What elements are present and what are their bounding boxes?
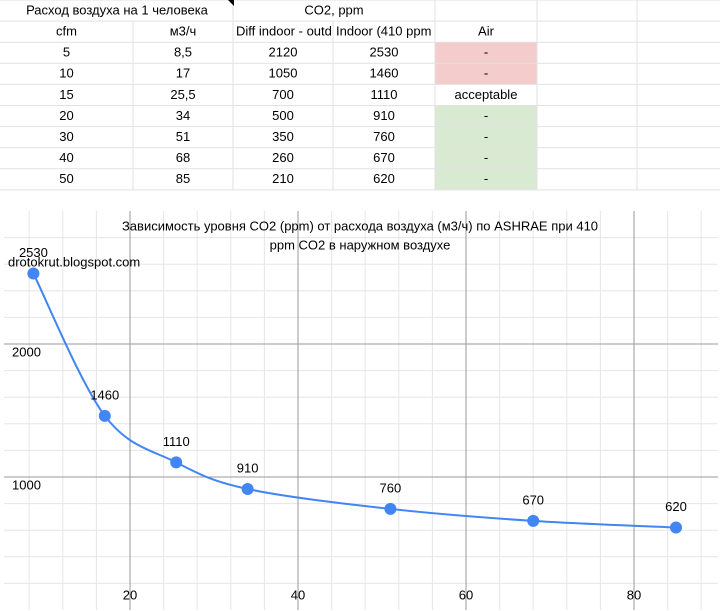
point [384, 502, 397, 515]
data-label: 1460 [90, 387, 119, 402]
y-tick-label: 2000 [12, 344, 41, 359]
column-header: cfm [56, 24, 77, 39]
cell: 85 [176, 171, 190, 186]
cell-fill [435, 147, 537, 169]
cell: 15 [59, 87, 73, 102]
cell: 40 [59, 150, 73, 165]
cell: 2120 [269, 45, 298, 60]
point [170, 456, 183, 469]
data-label: 2530 [19, 245, 48, 260]
cell: 17 [176, 66, 190, 81]
cell: 51 [176, 129, 190, 144]
cell-fill [435, 63, 537, 85]
cell: 20 [59, 108, 73, 123]
cell: 1460 [370, 66, 399, 81]
column-header: Indoor (410 ppm [336, 24, 431, 39]
cell-fill [435, 168, 537, 190]
column-header: м3/ч [170, 24, 197, 39]
data-label: 620 [665, 499, 687, 514]
point [527, 514, 540, 527]
cell: - [484, 150, 488, 165]
cell: 34 [176, 108, 190, 123]
cell: 5 [63, 45, 70, 60]
cell: 670 [373, 150, 395, 165]
note-marker [228, 0, 234, 6]
data-label: 910 [237, 460, 259, 475]
data-label: 670 [522, 492, 544, 507]
column-header: Diff indoor - outd [236, 24, 332, 39]
x-tick-label: 60 [459, 587, 473, 602]
cell: 910 [373, 108, 395, 123]
cell: 8,5 [174, 45, 192, 60]
cell: 260 [272, 150, 294, 165]
cell: 25,5 [170, 87, 195, 102]
cell: - [484, 129, 488, 144]
point [98, 409, 111, 422]
point [670, 521, 682, 534]
data-label: 760 [380, 480, 402, 495]
cell-fill [435, 42, 537, 64]
cell: - [484, 66, 488, 81]
cell-fill [435, 84, 537, 106]
chart-title: Зависимость уровня CO2 (ppm) от расхода … [122, 218, 598, 233]
y-tick-label: 1000 [12, 477, 41, 492]
cell-fill [435, 126, 537, 148]
cell: 1110 [371, 87, 398, 102]
header-cell: Расход воздуха на 1 человека [26, 2, 209, 17]
cell: 30 [59, 129, 73, 144]
data-label: 1110 [163, 434, 190, 449]
cell: 760 [373, 129, 395, 144]
point [27, 267, 40, 280]
cell: 10 [59, 66, 73, 81]
cell: 2530 [370, 45, 399, 60]
cell: - [484, 108, 488, 123]
cell: 50 [59, 171, 73, 186]
table: Расход воздуха на 1 человека CO2, ppm cfm м… [0, 0, 720, 191]
chart: 20 40 60 80 1000 2000 Зависимость уровня CO2 (… [0, 208, 720, 611]
column-header: Air [478, 24, 495, 39]
x-tick-label: 80 [627, 587, 641, 602]
point [241, 482, 254, 495]
cell: - [484, 171, 488, 186]
cell: 500 [272, 108, 294, 123]
cell: 68 [176, 150, 190, 165]
cell-fill [435, 105, 537, 127]
cell: 1050 [269, 66, 298, 81]
cell: - [484, 45, 488, 60]
cell: 210 [272, 171, 294, 186]
x-tick-label: 20 [123, 587, 137, 602]
chart-subtitle: drotokrut.blogspot.com [8, 254, 140, 269]
cell: 350 [272, 129, 294, 144]
cell: 620 [373, 171, 395, 186]
chart-title: ppm CO2 в наружном воздухе [270, 237, 451, 252]
cell: acceptable [455, 87, 518, 102]
x-tick-label: 40 [291, 587, 305, 602]
header-cell: CO2, ppm [304, 2, 363, 17]
cell: 700 [272, 87, 294, 102]
